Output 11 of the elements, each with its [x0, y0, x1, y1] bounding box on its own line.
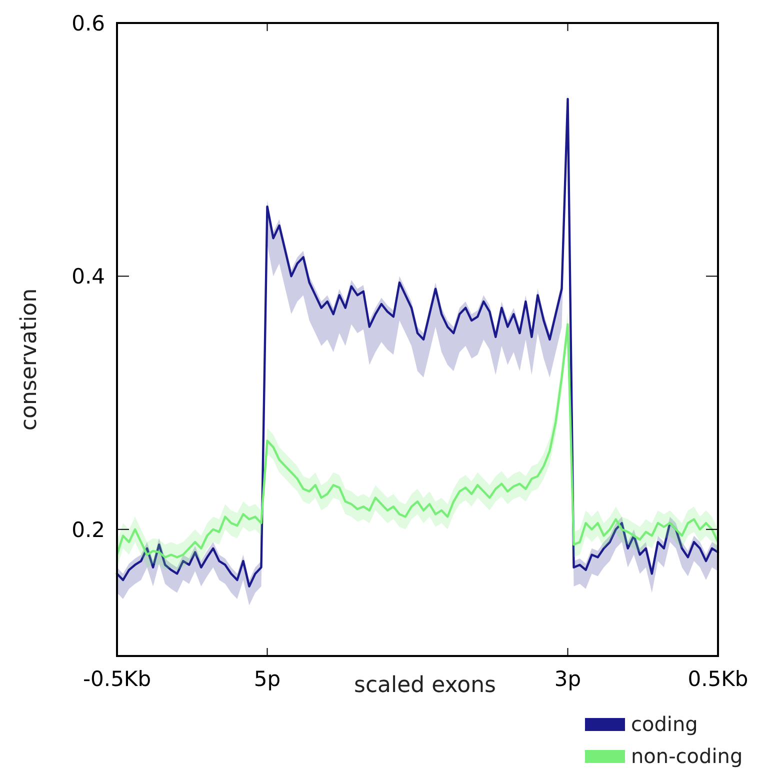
x-tick-label: 5p [254, 667, 281, 691]
x-axis-title: scaled exons [354, 673, 496, 698]
y-tick-label: 0.6 [72, 11, 105, 36]
legend-label: non-coding [631, 744, 743, 768]
y-tick-label: 0.2 [72, 518, 105, 542]
y-axis-title: conservation [17, 288, 42, 431]
y-tick-label: 0.4 [72, 264, 105, 289]
x-tick-label: 0.5Kb [688, 667, 748, 691]
legend-label: coding [631, 712, 698, 736]
x-tick-label: -0.5Kb [82, 667, 152, 691]
x-tick-label: 3p [554, 667, 582, 691]
